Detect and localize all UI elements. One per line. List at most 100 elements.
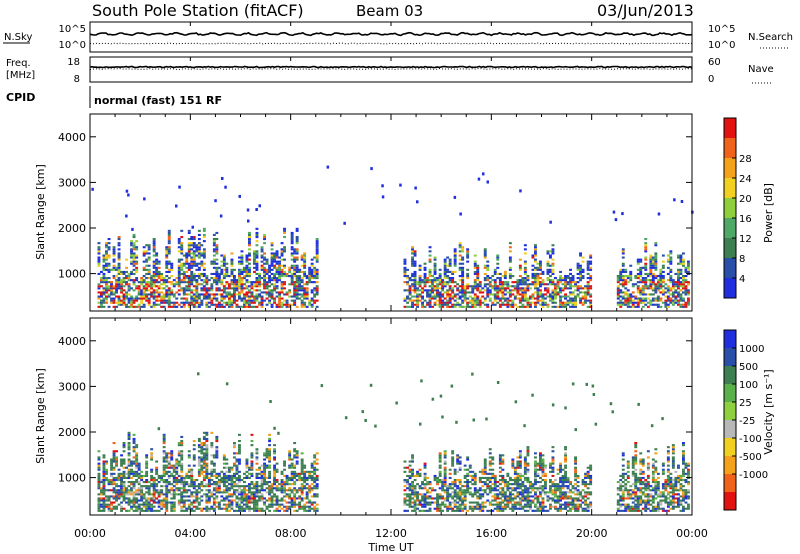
range-cell [574, 299, 577, 302]
range-cell [403, 289, 407, 292]
range-cell [639, 266, 643, 269]
range-cell [145, 456, 149, 459]
range-cell [273, 275, 276, 278]
range-cell [531, 301, 535, 304]
range-cell [185, 270, 189, 273]
range-cell [180, 279, 184, 282]
range-cell [290, 474, 294, 477]
range-cell [518, 266, 522, 269]
range-cell [112, 287, 116, 290]
range-cell [127, 297, 131, 300]
range-cell [493, 285, 497, 288]
range-cell [120, 501, 123, 504]
range-cell [228, 303, 231, 306]
range-cell [586, 260, 590, 263]
range-cell [682, 281, 685, 284]
range-cell [541, 303, 545, 306]
range-cell [308, 474, 312, 477]
range-cell [145, 272, 149, 275]
range-cell [273, 472, 276, 475]
range-cell [315, 452, 319, 455]
range-cell [305, 470, 309, 473]
range-cell [130, 254, 133, 257]
range-cell [303, 272, 307, 275]
range-cell [438, 275, 442, 278]
range-cell [268, 454, 271, 457]
range-cell [283, 505, 286, 508]
range-cell [135, 305, 139, 308]
range-cell [539, 303, 542, 306]
range-cell [438, 452, 442, 455]
range-cell [508, 275, 512, 278]
range-cell [298, 285, 302, 288]
range-cell [300, 485, 304, 488]
range-cell [192, 456, 196, 459]
range-cell [245, 497, 249, 500]
range-cell [564, 287, 567, 290]
range-cell [270, 295, 274, 298]
range-cell [180, 454, 184, 457]
range-cell [233, 464, 236, 467]
range-cell [97, 485, 101, 488]
range-cell [162, 499, 166, 502]
range-cell [122, 495, 126, 498]
range-cell [105, 489, 108, 492]
range-cell [260, 472, 264, 475]
range-cell [508, 260, 512, 263]
range-cell [165, 472, 169, 475]
range-cell [175, 301, 179, 304]
range-cell [268, 301, 271, 304]
range-cell [496, 291, 500, 294]
range-cell [130, 505, 133, 508]
range-cell [100, 503, 103, 506]
range-cell [228, 495, 231, 498]
range-cell [238, 440, 241, 443]
range-cell [102, 468, 106, 471]
range-cell [518, 283, 522, 286]
range-cell [220, 495, 224, 498]
range-cell [516, 297, 520, 300]
range-cell [428, 281, 432, 284]
range-cell [584, 291, 587, 294]
range-cell [192, 481, 196, 484]
range-cell [275, 281, 279, 284]
range-cell [165, 460, 169, 463]
range-cell [458, 246, 462, 249]
range-cell [253, 250, 256, 253]
range-cell [212, 293, 216, 296]
range-cell [411, 252, 414, 255]
range-cell [230, 262, 234, 265]
range-cell [233, 462, 236, 465]
range-cell [639, 258, 643, 261]
range-cell [426, 503, 429, 506]
range-cell [200, 509, 204, 512]
range-cell [438, 293, 442, 296]
range-cell [293, 266, 297, 269]
range-cell [441, 285, 445, 288]
range-cell [145, 507, 149, 510]
range-cell [283, 460, 286, 463]
range-cell [97, 474, 101, 477]
range-cell [235, 489, 239, 492]
range-cell [273, 301, 276, 304]
range-cell [255, 452, 259, 455]
range-cell [629, 272, 633, 275]
range-cell [644, 256, 648, 259]
range-cell [197, 233, 201, 236]
range-cell [438, 493, 442, 496]
range-cell [551, 258, 555, 261]
range-cell [177, 460, 181, 463]
range-cell [278, 277, 281, 280]
range-cell [187, 231, 191, 234]
range-cell [145, 470, 149, 473]
range-cell [255, 493, 259, 496]
range-cell [147, 246, 151, 249]
range-cell [165, 256, 169, 259]
range-cell [416, 493, 419, 496]
power-ylabel: Slant Range [km] [34, 164, 47, 260]
range-cell [408, 503, 412, 506]
range-cell [195, 491, 199, 494]
range-cell [258, 489, 261, 492]
range-cell [303, 258, 307, 261]
range-cell [102, 277, 106, 280]
